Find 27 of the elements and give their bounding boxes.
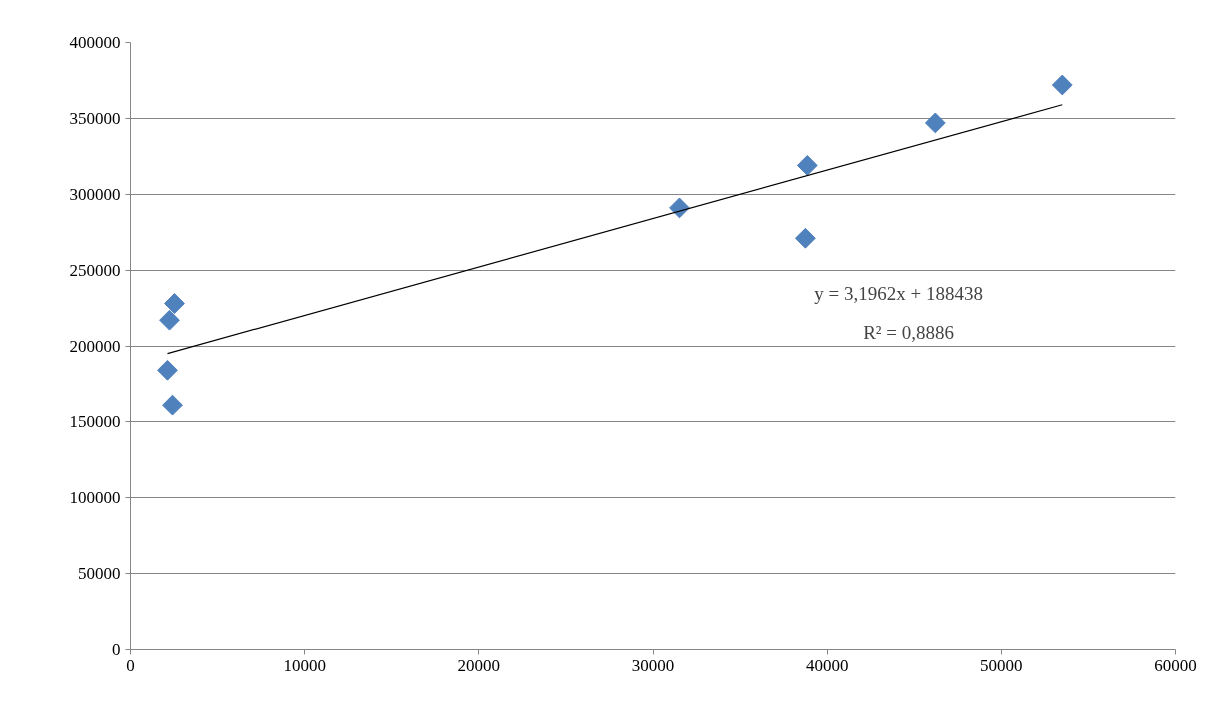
y-tick-label: 100000 (69, 488, 121, 508)
point (162, 394, 183, 416)
y-tick-label: 400000 (69, 33, 121, 52)
point (796, 155, 818, 176)
y-tick-label: 50000 (78, 564, 121, 584)
y-tick-label: 150000 (69, 412, 121, 432)
x-tick-label: 0 (126, 655, 135, 675)
y-tick-label: 300000 (69, 184, 121, 204)
point (924, 112, 946, 134)
annotation: R² = 0,8886 (863, 321, 954, 343)
point (159, 309, 180, 331)
point (795, 227, 816, 249)
point (157, 359, 178, 381)
x-tick-label: 30000 (631, 655, 675, 675)
x-tick-label: 20000 (457, 655, 501, 675)
x-tick-label: 60000 (1154, 655, 1197, 675)
y-tick-label: 0 (112, 640, 121, 659)
y-tick-label: 200000 (69, 336, 121, 356)
x-tick-label: 40000 (805, 655, 849, 675)
y-tick-label: 350000 (69, 108, 121, 128)
point (1051, 74, 1073, 96)
y-tick-label: 250000 (69, 260, 121, 280)
annotation: y = 3,1962x + 188438 (814, 282, 983, 304)
x-tick-label: 10000 (283, 655, 326, 675)
x-tick-label: 50000 (980, 655, 1023, 675)
point (164, 293, 185, 314)
point (669, 197, 690, 219)
